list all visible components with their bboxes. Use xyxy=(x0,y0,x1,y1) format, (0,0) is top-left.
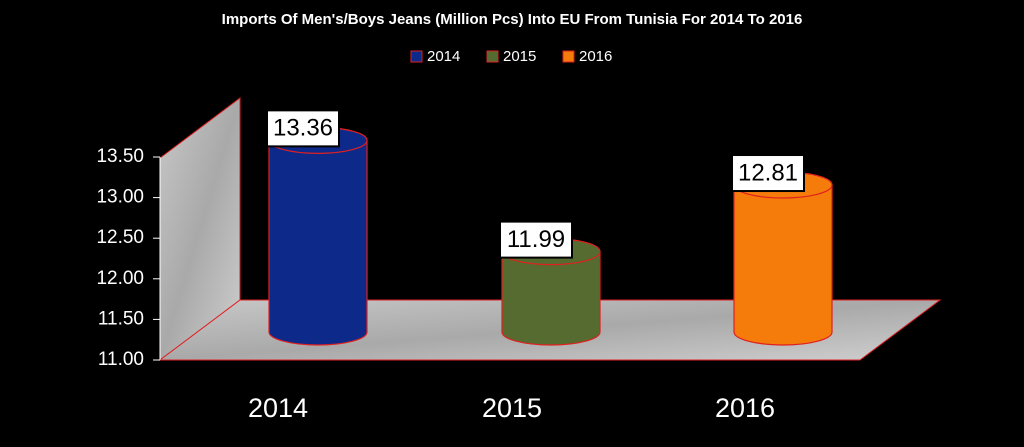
legend-swatch xyxy=(410,50,423,63)
x-tick-label: 2014 xyxy=(248,393,308,423)
legend-swatch xyxy=(486,50,499,63)
y-tick-label: 12.50 xyxy=(96,227,144,248)
value-label-box xyxy=(731,154,805,193)
chart-title: Imports Of Men's/Boys Jeans (Million Pcs… xyxy=(222,11,803,28)
y-tick-label: 11.50 xyxy=(98,308,144,329)
y-tick-label: 13.50 xyxy=(96,146,144,167)
value-label: 12.81 xyxy=(738,159,798,186)
value-label-box xyxy=(499,220,573,259)
bar xyxy=(268,126,368,346)
y-tick-label: 11.00 xyxy=(98,349,144,370)
legend-label: 2015 xyxy=(503,48,536,65)
y-tick-label: 12.00 xyxy=(96,268,144,289)
x-tick-label: 2016 xyxy=(715,393,775,423)
value-label: 11.99 xyxy=(507,226,565,253)
legend-label: 2016 xyxy=(579,48,612,65)
value-label-box xyxy=(266,109,340,148)
y-tick-label: 13.00 xyxy=(96,187,144,208)
legend-label: 2014 xyxy=(427,48,460,65)
value-label: 13.36 xyxy=(273,115,333,142)
legend-swatch xyxy=(562,50,575,63)
x-tick-label: 2015 xyxy=(482,393,542,423)
